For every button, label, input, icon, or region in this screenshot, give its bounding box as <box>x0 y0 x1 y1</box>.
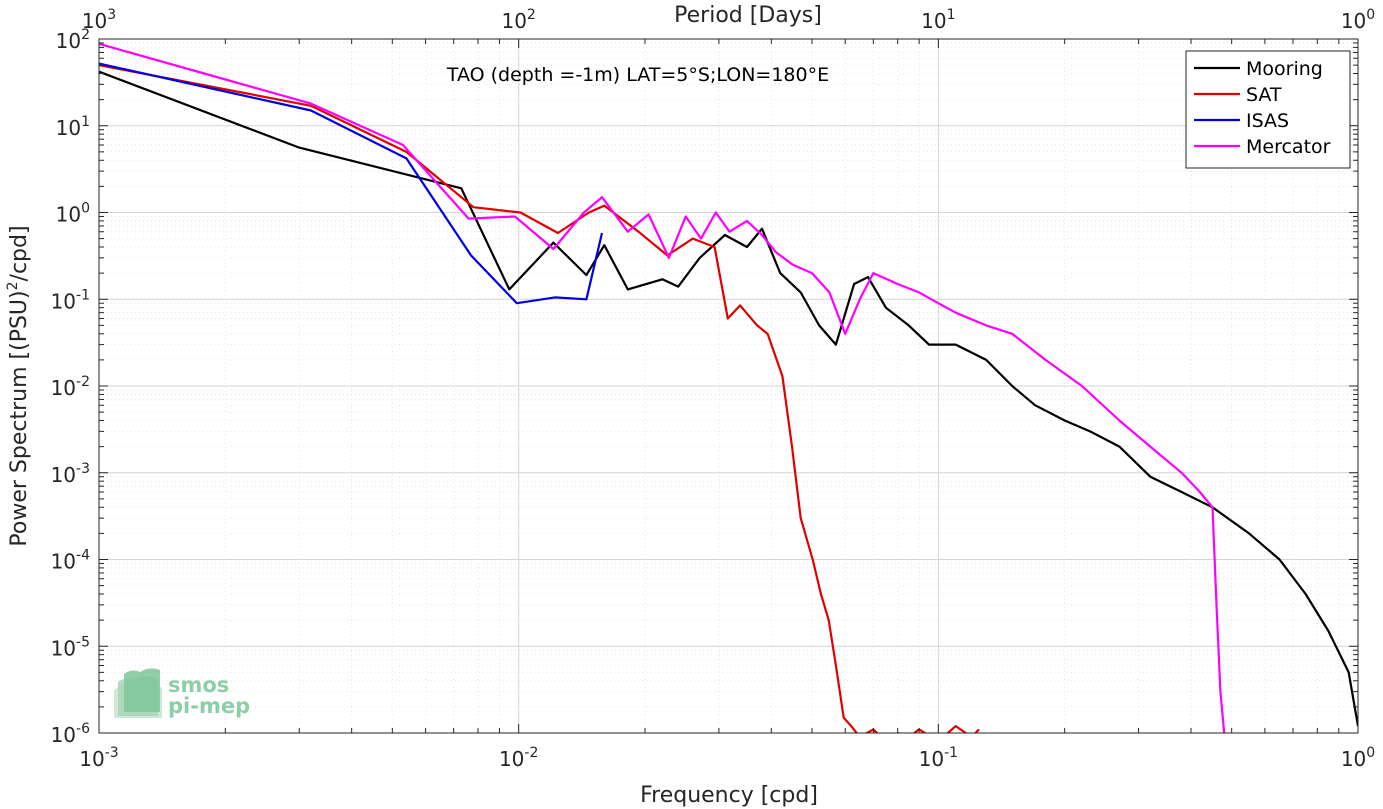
x-tick-label-exp: -3 <box>105 745 119 761</box>
x-tick-label: 10-1 <box>919 745 958 771</box>
y-tick-label: 10-4 <box>51 548 91 574</box>
series-line-isas <box>99 62 604 305</box>
legend-label-isas: ISAS <box>1246 110 1289 132</box>
x-tick-label-base: 10 <box>79 747 104 771</box>
y-axis-label: Power Spectrum [(PSU)2/cpd] <box>5 225 32 546</box>
y-tick-label-base: 10 <box>51 723 76 747</box>
top-tick-label-base: 10 <box>82 9 107 33</box>
y-tick-label-exp: -5 <box>76 634 90 650</box>
chart-title: TAO (depth =-1m) LAT=5°S;LON=180°E <box>446 64 829 86</box>
x-tick-label: 10-2 <box>499 745 538 771</box>
y-tick-label-exp: -1 <box>76 287 90 303</box>
y-tick-label-base: 10 <box>56 29 81 53</box>
y-tick-label: 10-3 <box>51 461 90 487</box>
x-tick-label: 100 <box>1341 745 1375 771</box>
series-line-mooring <box>99 70 1358 727</box>
y-tick-label-exp: 0 <box>81 201 90 217</box>
top-axis-label: Period [Days] <box>674 3 822 28</box>
x-tick-label-exp: -2 <box>524 745 538 761</box>
top-tick-label-base: 10 <box>1341 9 1366 33</box>
y-tick-label-base: 10 <box>51 463 76 487</box>
y-tick-label-exp: -2 <box>76 374 90 390</box>
y-tick-label-base: 10 <box>51 636 76 660</box>
y-tick-label: 102 <box>56 27 90 53</box>
y-tick-label-exp: -3 <box>76 461 90 477</box>
y-tick-label: 100 <box>56 201 90 227</box>
top-tick-label-base: 10 <box>921 9 946 33</box>
y-tick-label-base: 10 <box>56 116 81 140</box>
top-tick-label-base: 10 <box>501 9 526 33</box>
y-axis-label-sup: 2 <box>5 281 21 290</box>
legend-label-sat: SAT <box>1246 84 1282 106</box>
legend-box <box>1185 50 1351 169</box>
x-tick-label: 10-3 <box>79 745 118 771</box>
y-tick-label: 10-5 <box>51 634 90 660</box>
x-axis-label: Frequency [cpd] <box>640 783 818 808</box>
top-tick-label-exp: 0 <box>1366 7 1375 23</box>
series-line-mercator <box>99 42 1226 733</box>
logo-line2: pi-mep <box>168 694 250 718</box>
top-tick-label-exp: 1 <box>947 7 956 23</box>
y-tick-label-base: 10 <box>51 550 76 574</box>
logo-line1: smos <box>168 673 229 697</box>
y-tick-label: 10-6 <box>51 721 91 747</box>
top-tick-label: 102 <box>501 7 535 33</box>
y-tick-label-exp: -6 <box>76 721 90 737</box>
series-lines <box>99 42 1358 733</box>
legend-label-mercator: Mercator <box>1246 136 1331 158</box>
x-tick-label-exp: -1 <box>944 745 958 761</box>
legend: Mooring SAT ISAS Mercator <box>1185 50 1351 169</box>
y-tick-label: 10-1 <box>51 287 90 313</box>
y-axis-label-main: Power Spectrum [(PSU) <box>7 290 32 546</box>
y-tick-label: 10-2 <box>51 374 90 400</box>
y-tick-label-exp: 2 <box>81 27 90 43</box>
y-axis-label-tail: /cpd] <box>7 225 32 281</box>
top-tick-label: 100 <box>1341 7 1375 33</box>
legend-label-mooring: Mooring <box>1246 58 1323 80</box>
top-tick-label: 101 <box>921 7 955 33</box>
y-tick-label-exp: 1 <box>81 114 90 130</box>
top-tick-label-exp: 3 <box>107 7 116 23</box>
y-tick-label-base: 10 <box>56 203 81 227</box>
x-tick-label-base: 10 <box>499 747 524 771</box>
top-tick-label-exp: 2 <box>527 7 536 23</box>
logo-wave-icon-3 <box>124 668 160 712</box>
y-tick-label-exp: -4 <box>76 548 90 564</box>
y-tick-label: 101 <box>56 114 90 140</box>
x-tick-label-base: 10 <box>1341 747 1366 771</box>
grid <box>98 39 1358 734</box>
y-tick-label-base: 10 <box>51 289 76 313</box>
y-tick-label-base: 10 <box>51 376 76 400</box>
top-tick-label: 103 <box>82 7 116 33</box>
x-tick-label-base: 10 <box>919 747 944 771</box>
smos-logo: smos pi-mep <box>114 668 250 718</box>
x-tick-label-exp: 0 <box>1366 745 1375 761</box>
